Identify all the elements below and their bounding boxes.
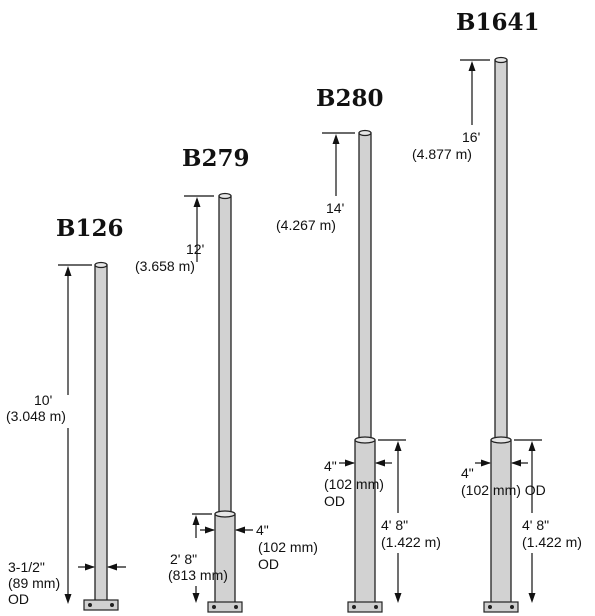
pole-sleeve-b279: [214, 513, 236, 604]
sleeve-od-in-b280: 4": [324, 458, 337, 474]
model-label-b1641: B1641: [456, 9, 539, 36]
sleeve-od-dimension-b280: [339, 459, 392, 467]
sleeve-len-ft-b280: 4' 8": [381, 517, 408, 533]
height-m-b126: (3.048 m): [6, 408, 66, 424]
sleeve-len-mm-b279: (813 mm): [168, 567, 228, 583]
pole-cap-b279: [218, 192, 232, 200]
pole-shaft-b1641: [494, 59, 508, 441]
sleeve-collar-b280: [354, 436, 376, 444]
sleeve-collar-b279: [214, 510, 236, 518]
sleeve-od-in-b1641: 4": [461, 465, 474, 481]
pole-cap-b1641: [494, 56, 508, 64]
sleeve-od-label-b279: OD: [258, 556, 279, 572]
pole-b280: B280 14' (4.267 m) 4" (102 mm) OD: [276, 85, 441, 613]
model-label-b279: B279: [182, 145, 249, 172]
height-m-b279: (3.658 m): [135, 258, 195, 274]
height-m-b280: (4.267 m): [276, 217, 336, 233]
pole-sleeve-b1641: [490, 439, 512, 604]
od-label-b126: OD: [8, 591, 29, 607]
sleeve-od-dimension-b1641: [475, 459, 528, 467]
sleeve-od-label-b280: OD: [324, 493, 345, 509]
height-dimension-b279: [184, 195, 214, 262]
base-plate-b126: [83, 599, 119, 611]
base-plate-b279: [207, 601, 243, 613]
base-plate-b280: [347, 601, 383, 613]
sleeve-len-m-b1641: (1.422 m): [522, 534, 582, 550]
pole-shaft-b280: [358, 132, 372, 441]
sleeve-length-dimension-b279: [192, 513, 212, 603]
sleeve-od-mm-b280: (102 mm): [324, 476, 384, 492]
pole-cap-b126: [94, 261, 108, 269]
pole-shaft-b279: [218, 195, 232, 515]
sleeve-len-m-b280: (1.422 m): [381, 534, 441, 550]
sleeve-length-dimension-b280: [378, 439, 406, 603]
height-dimension-b1641: [460, 59, 490, 125]
pole-b279: B279 12' (3.658 m) 2' 8" (813 mm): [135, 145, 318, 613]
height-m-b1641: (4.877 m): [412, 146, 472, 162]
sleeve-len-ft-b279: 2' 8": [170, 551, 197, 567]
height-ft-b1641: 16': [462, 129, 480, 145]
sleeve-collar-b1641: [490, 436, 512, 444]
base-plate-b1641: [483, 601, 519, 613]
od-dimension-b126: [78, 563, 126, 571]
sleeve-length-dimension-b1641: [514, 439, 542, 603]
model-label-b280: B280: [316, 85, 383, 112]
pole-b126: B126 10' (3.048 m) 3-1/2" (89 mm) OD: [6, 215, 126, 611]
sleeve-len-ft-b1641: 4' 8": [522, 517, 549, 533]
od-in-b126: 3-1/2": [8, 559, 45, 575]
height-dimension-b280: [322, 132, 355, 196]
sleeve-od-in-b279: 4": [256, 522, 269, 538]
height-dimension-b126: [58, 264, 92, 604]
sleeve-od-dimension-b279: [200, 526, 253, 534]
sleeve-od-mm-b279: (102 mm): [258, 539, 318, 555]
height-ft-b126: 10': [34, 392, 52, 408]
pole-b1641: B1641 16' (4.877 m) 4" (102 mm) OD: [412, 9, 582, 613]
pole-cap-b280: [358, 129, 372, 137]
height-ft-b279: 12': [186, 241, 204, 257]
pole-sleeve-b280: [354, 439, 376, 604]
pole-shaft-b126: [94, 264, 108, 602]
od-mm-b126: (89 mm): [8, 575, 60, 591]
model-label-b126: B126: [56, 215, 123, 242]
sleeve-od-mm-b1641: (102 mm) OD: [461, 482, 546, 498]
height-ft-b280: 14': [326, 200, 344, 216]
